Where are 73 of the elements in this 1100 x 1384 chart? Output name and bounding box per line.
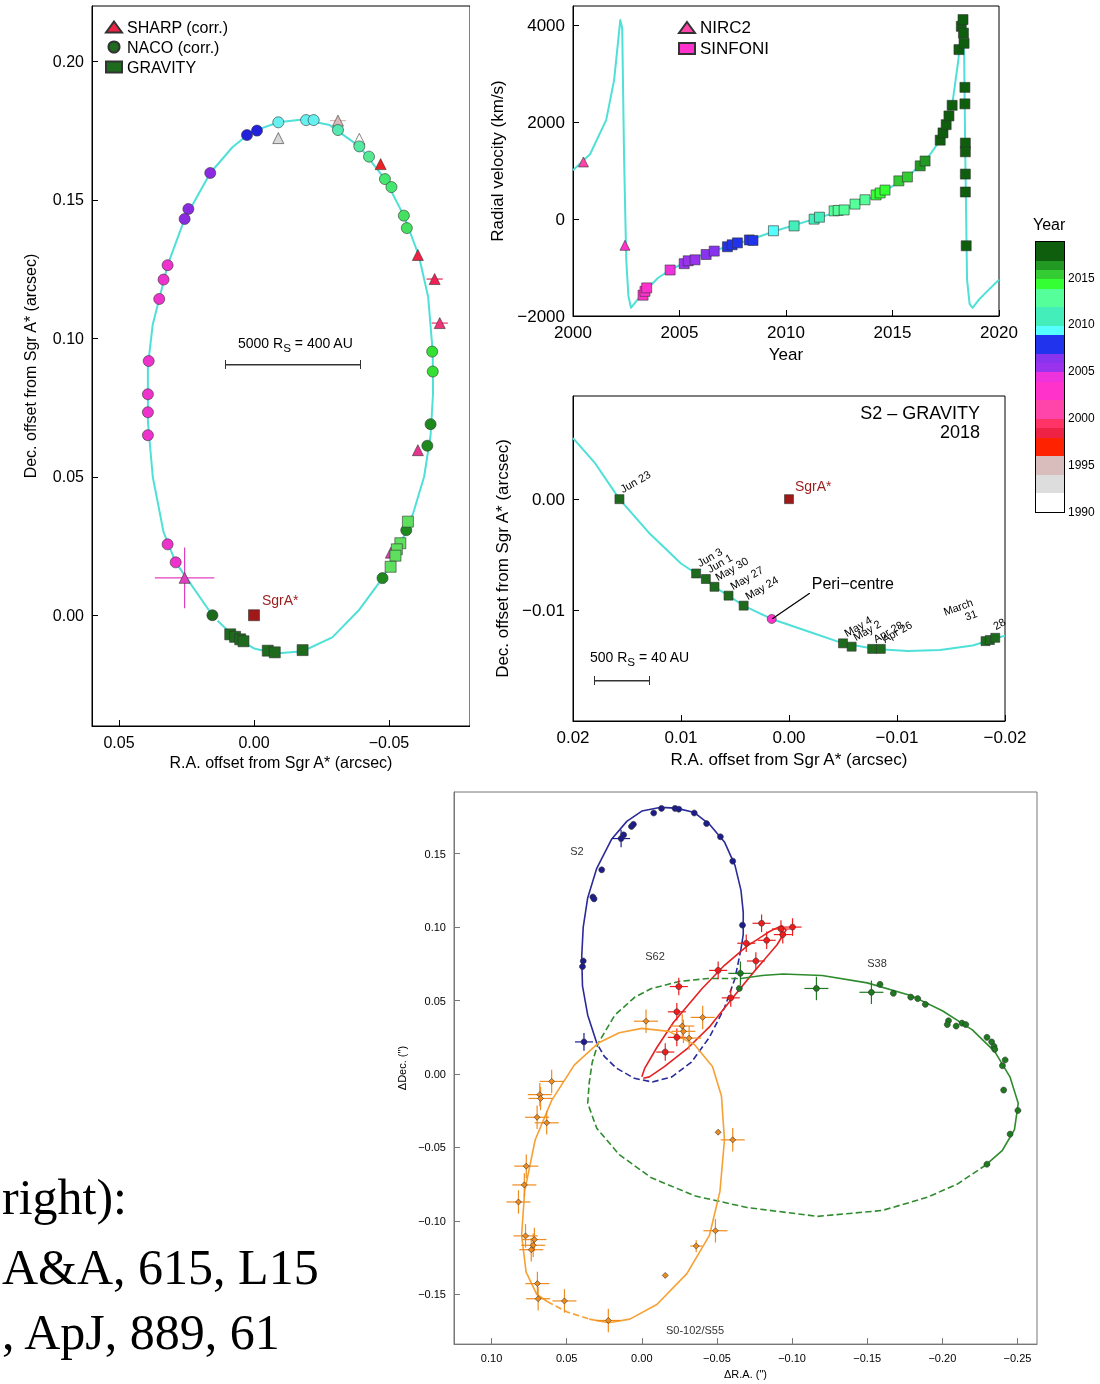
y-tick-label: 0.00 [52, 606, 85, 624]
x-axis-title: R.A. offset from Sgr A* (arcsec) [169, 754, 393, 772]
x-tick-label: −0.15 [853, 1351, 882, 1364]
annotation: SgrA* [795, 478, 832, 495]
y-tick-label: −2000 [517, 306, 565, 326]
annotation: March 31 [941, 596, 979, 625]
x-tick-label: 2010 [767, 323, 805, 342]
x-tick-label: −0.20 [928, 1351, 957, 1364]
legend-label: GRAVITY [127, 58, 197, 76]
x-tick-label: 0.05 [555, 1351, 578, 1364]
x-tick-label: 0.00 [772, 728, 806, 747]
legend-label: NACO (corr.) [127, 38, 220, 56]
x-tick-label: 2015 [873, 323, 912, 342]
y-tick-label: 0.00 [531, 489, 565, 509]
y-tick-label: 0 [555, 209, 565, 229]
x-tick-label: 2020 [980, 323, 1018, 342]
x-tick-label: 2000 [554, 323, 592, 342]
y-tick-label: −0.01 [521, 600, 565, 620]
x-tick-label: −0.01 [875, 728, 919, 747]
color-bar-title: Year [1033, 216, 1066, 234]
annotation: S38 [867, 956, 887, 970]
y-tick-label: 0.20 [52, 52, 85, 70]
y-tick-label: 2000 [527, 112, 565, 132]
x-tick-label: −0.25 [1003, 1351, 1032, 1364]
y-tick-label: −0.05 [418, 1141, 446, 1154]
x-tick-label: −0.05 [703, 1351, 731, 1364]
annotation: SgrA* [262, 592, 299, 609]
x-tick-label: 0.10 [480, 1351, 503, 1364]
y-tick-label: 0.10 [424, 921, 446, 934]
x-tick-label: 0.02 [556, 728, 590, 747]
annotation: S2 [570, 844, 584, 858]
y-tick-label: 0.00 [424, 1067, 446, 1080]
color-bar-label: 2015 [1068, 270, 1095, 285]
annotation: 500 R$_{S}$ = 40 AU [590, 649, 690, 669]
annotation: 5000 R$_{S}$ = 400 AU [238, 335, 353, 355]
text: S2 – GRAVITY 2018 [860, 403, 980, 442]
x-tick-label: −0.02 [983, 728, 1027, 747]
x-tick-label: 0.00 [631, 1351, 653, 1364]
legend-label: SINFONI [700, 39, 769, 58]
color-bar-label: 2000 [1068, 411, 1095, 426]
text: right): [2, 1169, 127, 1225]
x-tick-label: −0.05 [368, 733, 410, 751]
y-axis-title: Dec. offset from Sgr A* (arcsec) [493, 439, 513, 678]
x-axis-title: R.A. offset from Sgr A* (arcsec) [670, 749, 908, 769]
y-tick-label: 0.15 [52, 191, 85, 209]
x-tick-label: 2005 [660, 323, 699, 342]
annotation: Peri−centre [811, 574, 894, 593]
x-tick-label: −0.10 [778, 1351, 806, 1364]
legend-label: SHARP (corr.) [127, 18, 229, 36]
y-tick-label: 0.05 [52, 468, 85, 486]
text: A&A, 615, L15 [2, 1239, 319, 1295]
y-tick-label: −0.10 [418, 1214, 446, 1227]
legend-label: NIRC2 [700, 18, 752, 37]
y-tick-label: 0.05 [424, 994, 446, 1007]
color-bar-label: 2005 [1068, 364, 1095, 379]
y-tick-label: 0.15 [424, 847, 446, 860]
annotation: Jun 23 [618, 468, 654, 496]
y-tick-label: 4000 [527, 15, 565, 35]
annotation: S0-102/S55 [665, 1323, 725, 1337]
color-bar-label: 1990 [1068, 505, 1095, 519]
y-axis-title: Dec. offset from Sgr A* (arcsec) [21, 253, 39, 479]
x-axis-title: Year [768, 344, 804, 364]
text: , ApJ, 889, 61 [2, 1304, 280, 1360]
color-bar-label: 1995 [1068, 458, 1095, 473]
x-tick-label: 0.01 [664, 728, 698, 747]
annotation: S62 [645, 949, 665, 963]
x-tick-label: 0.05 [103, 733, 135, 751]
y-axis-title: ΔDec. (") [395, 1045, 408, 1091]
annotation: 28 [991, 615, 1008, 632]
x-axis-title: ΔR.A. (") [723, 1367, 768, 1380]
x-tick-label: 0.00 [238, 733, 270, 751]
y-axis-title: Radial velocity (km/s) [488, 80, 508, 242]
y-tick-label: −0.15 [418, 1288, 446, 1301]
